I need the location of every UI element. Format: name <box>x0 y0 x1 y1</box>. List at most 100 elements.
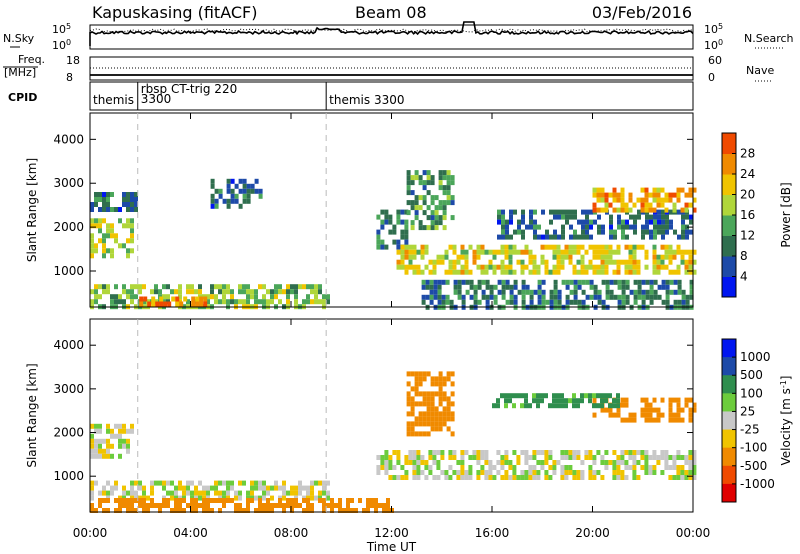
echo-cell <box>501 209 505 215</box>
echo-cell <box>286 299 290 305</box>
echo-cell <box>688 450 693 455</box>
echo-cell <box>680 455 685 460</box>
echo-cell <box>94 284 98 290</box>
echo-cell <box>668 455 673 460</box>
echo-cell <box>508 393 512 399</box>
colorbar-tick-label: 100 <box>740 386 763 400</box>
echo-cell <box>681 289 686 295</box>
echo-cell <box>564 249 569 255</box>
echo-cell <box>581 234 585 240</box>
echo-cell <box>446 411 451 417</box>
echo-cell <box>408 244 413 250</box>
echo-cell <box>660 259 665 265</box>
echo-cell <box>512 465 517 470</box>
echo-cell <box>649 229 653 235</box>
echo-cell <box>130 289 134 295</box>
freq-label: Freq. <box>18 53 45 66</box>
echo-cell <box>632 264 637 270</box>
echo-cell <box>422 401 427 407</box>
echo-cell <box>130 503 134 508</box>
echo-cell <box>676 412 681 418</box>
echo-cell <box>600 207 605 213</box>
echo-cell <box>564 455 569 460</box>
echo-cell <box>98 228 102 234</box>
echo-cell <box>250 490 254 496</box>
echo-cell <box>396 259 401 265</box>
echo-cell <box>178 480 182 486</box>
echo-cell <box>688 187 693 193</box>
echo-cell <box>222 284 226 290</box>
echo-cell <box>326 495 330 501</box>
echo-cell <box>450 381 455 387</box>
echo-cell <box>294 294 298 300</box>
echo-cell <box>410 411 415 417</box>
echo-cell <box>314 495 318 501</box>
echo-cell <box>516 460 521 465</box>
echo-cell <box>644 197 649 203</box>
cpid-panel-frame <box>89 81 694 111</box>
echo-cell <box>170 289 174 295</box>
echo-cell <box>508 269 513 275</box>
echo-cell <box>568 254 573 260</box>
echo-cell <box>501 214 505 220</box>
echo-cell <box>414 200 419 206</box>
echo-cell <box>190 490 194 496</box>
echo-cell <box>262 284 266 290</box>
echo-cell <box>110 228 114 234</box>
echo-cell <box>612 398 616 404</box>
echo-cell <box>266 289 270 295</box>
echo-cell <box>581 209 585 215</box>
echo-cell <box>438 371 443 377</box>
echo-cell <box>492 403 496 409</box>
echo-cell <box>404 244 409 250</box>
echo-cell <box>418 195 423 201</box>
echo-cell <box>649 214 653 220</box>
echo-cell <box>500 455 505 460</box>
echo-cell <box>661 214 665 220</box>
echo-cell <box>577 234 581 240</box>
echo-cell <box>234 495 238 501</box>
echo-cell <box>665 289 670 295</box>
echo-cell <box>214 299 218 305</box>
x-tick-label: 08:00 <box>274 526 309 540</box>
echo-cell <box>564 475 569 480</box>
echo-cell <box>392 229 397 235</box>
echo-cell <box>206 294 210 300</box>
echo-cell <box>496 450 501 455</box>
echo-cell <box>122 289 126 295</box>
echo-cell <box>198 480 202 486</box>
echo-cell <box>632 244 637 250</box>
echo-cell <box>430 376 435 382</box>
echo-cell <box>406 426 411 432</box>
echo-cell <box>621 229 625 235</box>
echo-cell <box>438 391 443 397</box>
echo-cell <box>592 470 597 475</box>
echo-cell <box>437 279 442 285</box>
colorbar-segment <box>722 339 736 358</box>
echo-cell <box>166 490 170 496</box>
echo-cell <box>492 254 497 260</box>
echo-cell <box>560 475 565 480</box>
echo-cell <box>597 294 602 300</box>
echo-cell <box>580 244 585 250</box>
echo-cell <box>477 279 482 285</box>
echo-cell <box>672 460 677 465</box>
echo-cell <box>346 503 350 508</box>
echo-cell <box>625 299 630 305</box>
echo-cell <box>442 421 447 427</box>
echo-cell <box>388 455 393 460</box>
echo-cell <box>90 443 94 449</box>
echo-cell <box>396 209 401 215</box>
echo-cell <box>637 284 642 290</box>
echo-cell <box>202 485 206 491</box>
echo-cell <box>106 233 110 239</box>
echo-cell <box>644 254 649 260</box>
echo-cell <box>306 294 310 300</box>
echo-cell <box>504 450 509 455</box>
echo-cell <box>544 470 549 475</box>
echo-cell <box>597 214 601 220</box>
echo-cell <box>98 443 102 449</box>
echo-cell <box>138 284 142 290</box>
echo-cell <box>396 239 401 245</box>
echo-cell <box>513 299 518 305</box>
